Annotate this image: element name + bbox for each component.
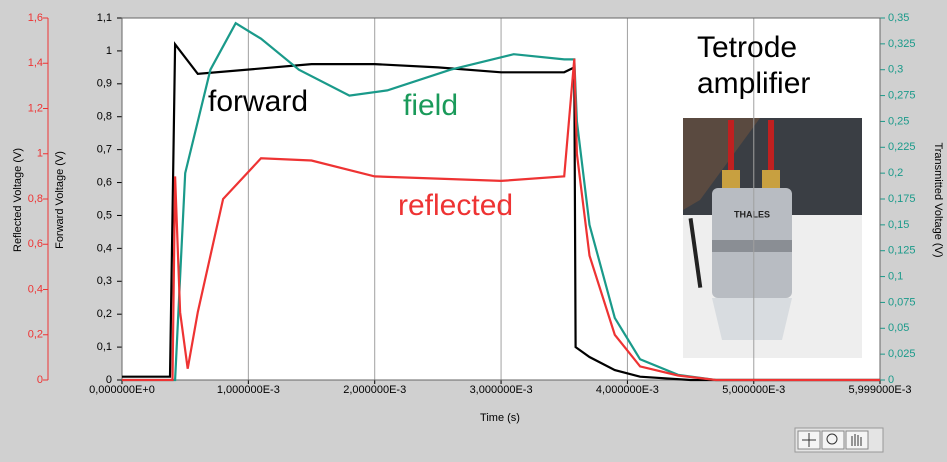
y3ticks-label: 0,8 xyxy=(28,193,43,205)
y2ticks-label: 0,25 xyxy=(888,115,909,127)
series-line xyxy=(122,21,880,382)
x-tick-label: 3,000000E-3 xyxy=(470,384,533,396)
plot-frame xyxy=(121,17,881,381)
series-line xyxy=(122,41,880,382)
yticks-label: 0,3 xyxy=(97,275,112,287)
y3ticks-label: 0,4 xyxy=(28,283,43,295)
yticks-label: 1 xyxy=(106,45,112,57)
y2ticks-label: 0,3 xyxy=(888,64,903,76)
photo-label: THALES xyxy=(734,209,770,219)
x-tick-label: 1,000000E-3 xyxy=(217,384,280,396)
annotation: field xyxy=(403,89,459,122)
y3ticks-label: 1 xyxy=(37,148,43,160)
y2ticks-label: 0,075 xyxy=(888,296,916,308)
x-tick-label: 0,000000E+0 xyxy=(89,384,155,396)
y2ticks-label: 0,175 xyxy=(888,193,916,205)
y2-axis-label: Transmitted Voltage (V) xyxy=(932,142,944,257)
y2ticks-label: 0,125 xyxy=(888,245,916,257)
y2ticks-label: 0,025 xyxy=(888,348,916,360)
y3ticks-label: 0 xyxy=(37,374,43,386)
y3ticks-label: 1,4 xyxy=(28,57,43,69)
y2ticks-label: 0,1 xyxy=(888,270,903,282)
yticks-label: 0,5 xyxy=(97,209,112,221)
x-tick-label: 5,999000E-3 xyxy=(849,384,912,396)
yticks-label: 0,2 xyxy=(97,308,112,320)
annotation: reflected xyxy=(398,189,514,222)
series-line xyxy=(122,58,880,382)
yticks-label: 0,6 xyxy=(97,176,112,188)
y2ticks-label: 0,15 xyxy=(888,219,909,231)
y2ticks-label: 0,05 xyxy=(888,322,909,334)
y2ticks-label: 0,275 xyxy=(888,89,916,101)
y2ticks-label: 0,35 xyxy=(888,12,909,24)
y3ticks-label: 0,2 xyxy=(28,329,43,341)
x-tick-label: 4,000000E-3 xyxy=(596,384,659,396)
yticks-label: 0 xyxy=(106,374,112,386)
photo: THALES xyxy=(683,118,862,358)
yticks-label: 0,7 xyxy=(97,144,112,156)
yticks-label: 0,8 xyxy=(97,111,112,123)
y3ticks-label: 1,2 xyxy=(28,102,43,114)
toolbar xyxy=(794,427,884,453)
x-axis-label: Time (s) xyxy=(480,412,520,424)
y-axis-label: Forward Voltage (V) xyxy=(54,151,66,249)
y3ticks-label: 1,6 xyxy=(28,12,43,24)
annotation: forward xyxy=(208,85,309,118)
y2ticks-label: 0,2 xyxy=(888,167,903,179)
y2ticks-label: 0 xyxy=(888,374,894,386)
yticks-label: 0,9 xyxy=(97,78,112,90)
yticks-label: 1,1 xyxy=(97,12,112,24)
zoom-button[interactable] xyxy=(821,430,845,450)
y2ticks-label: 0,225 xyxy=(888,141,916,153)
yticks-label: 0,4 xyxy=(97,242,112,254)
annotation: Tetrode amplifier xyxy=(697,31,811,100)
x-tick-label: 5,000000E-3 xyxy=(722,384,785,396)
y3ticks-label: 0,6 xyxy=(28,238,43,250)
x-tick-label: 2,000000E-3 xyxy=(343,384,406,396)
yticks-label: 0,1 xyxy=(97,341,112,353)
y2ticks-label: 0,325 xyxy=(888,38,916,50)
y3-axis-label: Reflected Voltage (V) xyxy=(12,148,24,252)
pan-button[interactable] xyxy=(845,430,869,450)
